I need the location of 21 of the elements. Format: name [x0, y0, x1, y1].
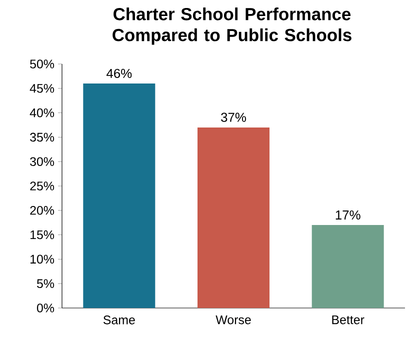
data-label: 37% — [221, 112, 246, 122]
y-tick-label: 45% — [30, 84, 54, 93]
y-tick-label: 20% — [30, 206, 54, 215]
y-tick-label: 0% — [36, 304, 54, 312]
y-tick-label: 15% — [30, 230, 54, 240]
y-tick-label: 10% — [30, 254, 54, 264]
x-tick-label: Better — [332, 316, 364, 324]
y-tick-label: 5% — [36, 279, 54, 288]
bar — [312, 225, 384, 308]
y-tick-label: 30% — [30, 157, 54, 166]
chart-title: Charter School Performance Compared to Public Schools — [112, 8, 352, 45]
bar — [83, 84, 156, 308]
y-tick-label: 35% — [30, 132, 54, 142]
y-tick-label: 25% — [30, 182, 54, 190]
data-label: 17% — [336, 210, 360, 220]
data-label: 46% — [106, 68, 132, 78]
x-tick-label: Same — [103, 316, 135, 324]
bar — [198, 127, 270, 308]
y-tick-label: 50% — [30, 60, 54, 68]
x-tick-label: Worse — [216, 316, 251, 324]
y-tick-label: 40% — [30, 108, 54, 118]
